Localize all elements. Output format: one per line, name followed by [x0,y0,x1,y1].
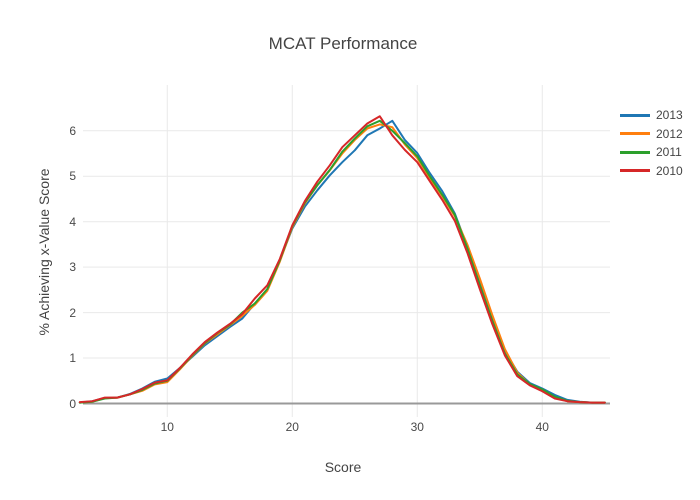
legend-label: 2010 [656,163,683,178]
chart-title: MCAT Performance [268,34,418,53]
y-tick-label: 4 [69,214,76,229]
x-tick-label: 20 [285,420,299,434]
x-tick-label: 30 [410,420,424,434]
y-tick-label: 0 [69,396,76,411]
legend-item-2013[interactable]: 2013 [620,106,683,125]
y-tick-label: 5 [69,169,76,184]
legend-item-2011[interactable]: 2011 [620,143,683,162]
legend-item-2010[interactable]: 2010 [620,162,683,181]
legend-line-swatch [620,150,650,154]
legend-line-swatch [620,169,650,173]
y-tick-label: 6 [69,123,76,138]
y-tick-label: 3 [69,260,76,275]
x-tick-label: 10 [160,420,174,434]
legend-label: 2011 [656,145,682,160]
plot-area[interactable] [83,85,610,417]
series-line-2010[interactable] [78,115,606,404]
legend-line-swatch [620,132,650,136]
legend: 2013 2012 2011 2010 [620,106,683,180]
legend-item-2012[interactable]: 2012 [620,125,683,144]
x-axis-title: Score [324,459,362,475]
y-tick-label: 2 [69,305,76,320]
legend-line-swatch [620,113,650,117]
y-tick-label: 1 [69,351,76,366]
legend-label: 2013 [656,108,683,123]
legend-label: 2012 [656,126,683,141]
x-tick-label: 40 [535,420,549,434]
